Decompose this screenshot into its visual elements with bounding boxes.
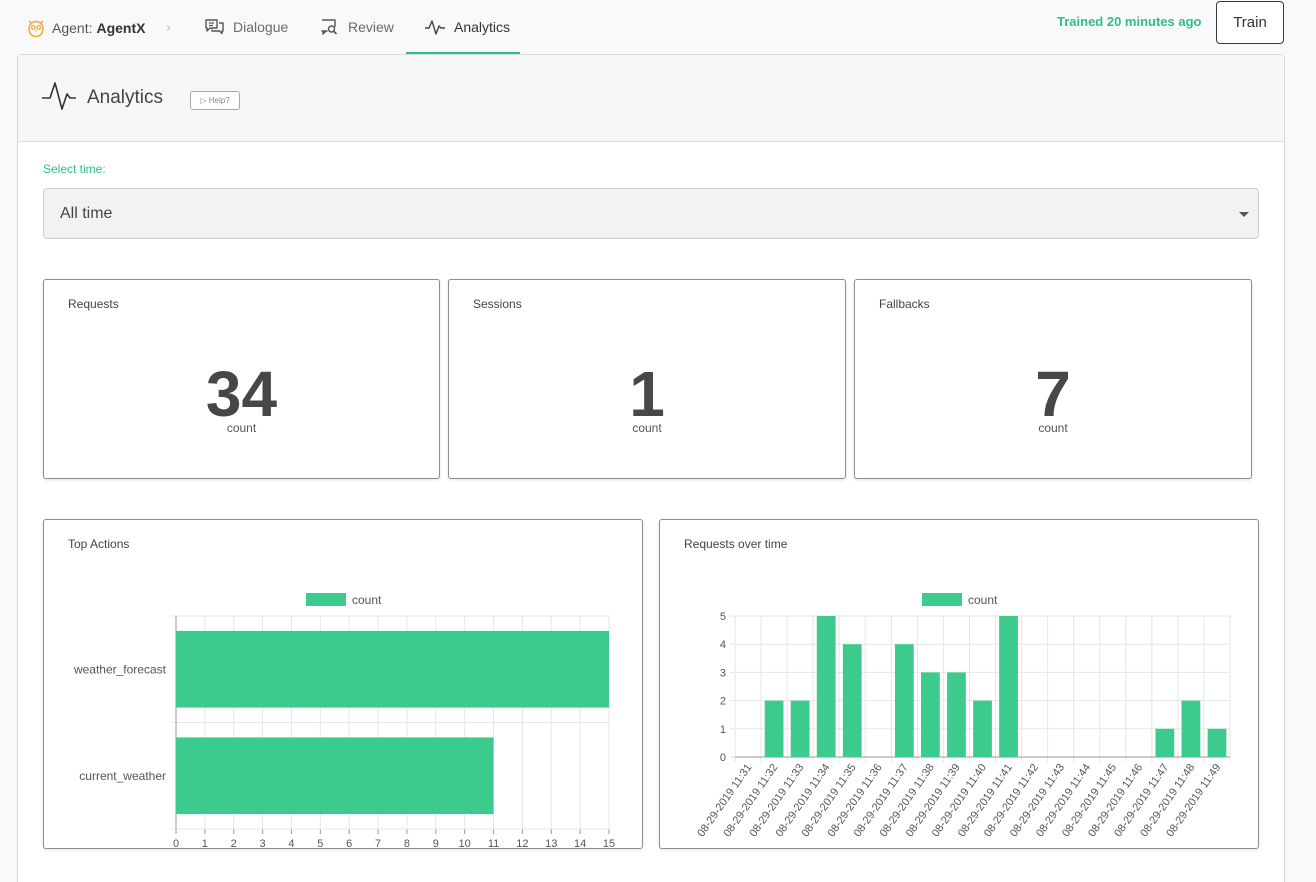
legend-label: count bbox=[352, 593, 382, 607]
sessions-title: Sessions bbox=[473, 297, 522, 311]
bar bbox=[842, 644, 862, 757]
tab-dialogue[interactable]: Dialogue bbox=[205, 0, 288, 54]
owl-logo-icon bbox=[28, 20, 44, 38]
x-tick-label: 9 bbox=[433, 838, 439, 848]
y-tick-label: 0 bbox=[720, 752, 726, 764]
bar bbox=[176, 737, 494, 815]
bar bbox=[921, 672, 940, 757]
bar bbox=[1207, 728, 1227, 757]
fallbacks-unit: count bbox=[1038, 421, 1068, 435]
x-tick-label: 0 bbox=[173, 838, 179, 848]
x-tick-label: 6 bbox=[346, 838, 352, 848]
requests-title: Requests bbox=[68, 297, 119, 311]
time-range-select[interactable]: All time bbox=[43, 188, 1259, 239]
x-tick-label: 7 bbox=[375, 838, 381, 848]
x-tick-label: 1 bbox=[202, 838, 208, 848]
tab-review[interactable]: Review bbox=[321, 0, 394, 54]
tab-analytics[interactable]: Analytics bbox=[405, 0, 521, 54]
fallbacks-card: Fallbacks 7 count bbox=[854, 279, 1252, 479]
y-tick-label: weather_forecast bbox=[73, 662, 167, 676]
tab-review-label: Review bbox=[348, 19, 394, 35]
bar bbox=[947, 672, 966, 757]
requests-over-time-card: Requests over time count 0 1 2 3 4 5 08-29-2019… bbox=[659, 519, 1259, 849]
y-tick-label: 3 bbox=[720, 667, 726, 679]
sessions-card: Sessions 1 count bbox=[448, 279, 846, 479]
top-actions-card: Top Actions count 0 1 2 3 4 5 6 7 8 9 10 11 12 13 14 15 w… bbox=[43, 519, 643, 849]
requests-card: Requests 34 count bbox=[43, 279, 440, 479]
top-navigation: Agent: AgentX › Dialogue Review Analytic… bbox=[0, 0, 1316, 54]
legend-swatch bbox=[306, 593, 346, 606]
bar bbox=[176, 630, 609, 708]
bar bbox=[764, 700, 784, 757]
requests-over-time-title: Requests over time bbox=[684, 537, 788, 551]
x-tick-label: 3 bbox=[260, 838, 266, 848]
agent-name: AgentX bbox=[96, 20, 146, 36]
legend-swatch bbox=[922, 593, 962, 606]
bar bbox=[973, 700, 992, 757]
train-button[interactable]: Train bbox=[1216, 1, 1284, 44]
bar bbox=[816, 616, 836, 757]
agent-selector[interactable]: Agent: AgentX bbox=[26, 17, 145, 39]
bar bbox=[790, 700, 810, 757]
y-tick-label: 5 bbox=[720, 611, 726, 623]
requests-value: 34 bbox=[205, 358, 278, 430]
y-tick-label: 1 bbox=[720, 724, 726, 736]
pulse-icon bbox=[425, 20, 445, 35]
x-tick-label: 15 bbox=[603, 838, 615, 848]
y-tick-label: 4 bbox=[720, 639, 726, 651]
bar bbox=[999, 616, 1018, 757]
caret-down-icon bbox=[1239, 212, 1249, 217]
help-button[interactable]: ▷ Help? bbox=[190, 91, 240, 110]
x-tick-label: 11 bbox=[488, 838, 499, 848]
panel-header: Analytics ▷ Help? bbox=[18, 55, 1284, 142]
bar bbox=[1181, 700, 1201, 757]
breadcrumb-separator: › bbox=[166, 19, 171, 35]
x-tick-label: 8 bbox=[404, 838, 410, 848]
tab-analytics-label: Analytics bbox=[454, 19, 511, 35]
x-tick-label: 14 bbox=[574, 838, 586, 848]
chat-bubbles-icon bbox=[205, 19, 224, 35]
fallbacks-title: Fallbacks bbox=[879, 297, 930, 311]
y-tick-label: current_weather bbox=[79, 769, 166, 783]
top-actions-title: Top Actions bbox=[68, 537, 130, 551]
legend-label: count bbox=[968, 593, 998, 607]
analytics-pulse-icon bbox=[42, 82, 76, 110]
bar bbox=[894, 644, 914, 757]
x-tick-label: 12 bbox=[516, 838, 528, 848]
requests-unit: count bbox=[226, 421, 257, 435]
tab-dialogue-label: Dialogue bbox=[233, 19, 289, 35]
y-tick-label: 2 bbox=[720, 696, 726, 708]
x-tick-label: 13 bbox=[545, 838, 557, 848]
bar bbox=[1155, 728, 1175, 757]
sessions-unit: count bbox=[632, 421, 662, 435]
sessions-value: 1 bbox=[629, 358, 665, 430]
x-tick-label: 5 bbox=[317, 838, 323, 848]
training-status: Trained 20 minutes ago bbox=[1057, 14, 1202, 29]
x-tick-label: 4 bbox=[288, 838, 294, 848]
review-search-icon bbox=[321, 19, 338, 35]
page-title: Analytics bbox=[87, 87, 164, 108]
analytics-panel: Analytics ▷ Help? Select time: All time … bbox=[17, 54, 1285, 882]
x-tick-label: 2 bbox=[231, 838, 237, 848]
fallbacks-value: 7 bbox=[1035, 358, 1071, 430]
time-select-label: Select time: bbox=[43, 162, 106, 176]
agent-label: Agent: bbox=[52, 20, 93, 36]
time-range-value: All time bbox=[60, 205, 113, 222]
x-tick-label: 10 bbox=[459, 838, 471, 848]
